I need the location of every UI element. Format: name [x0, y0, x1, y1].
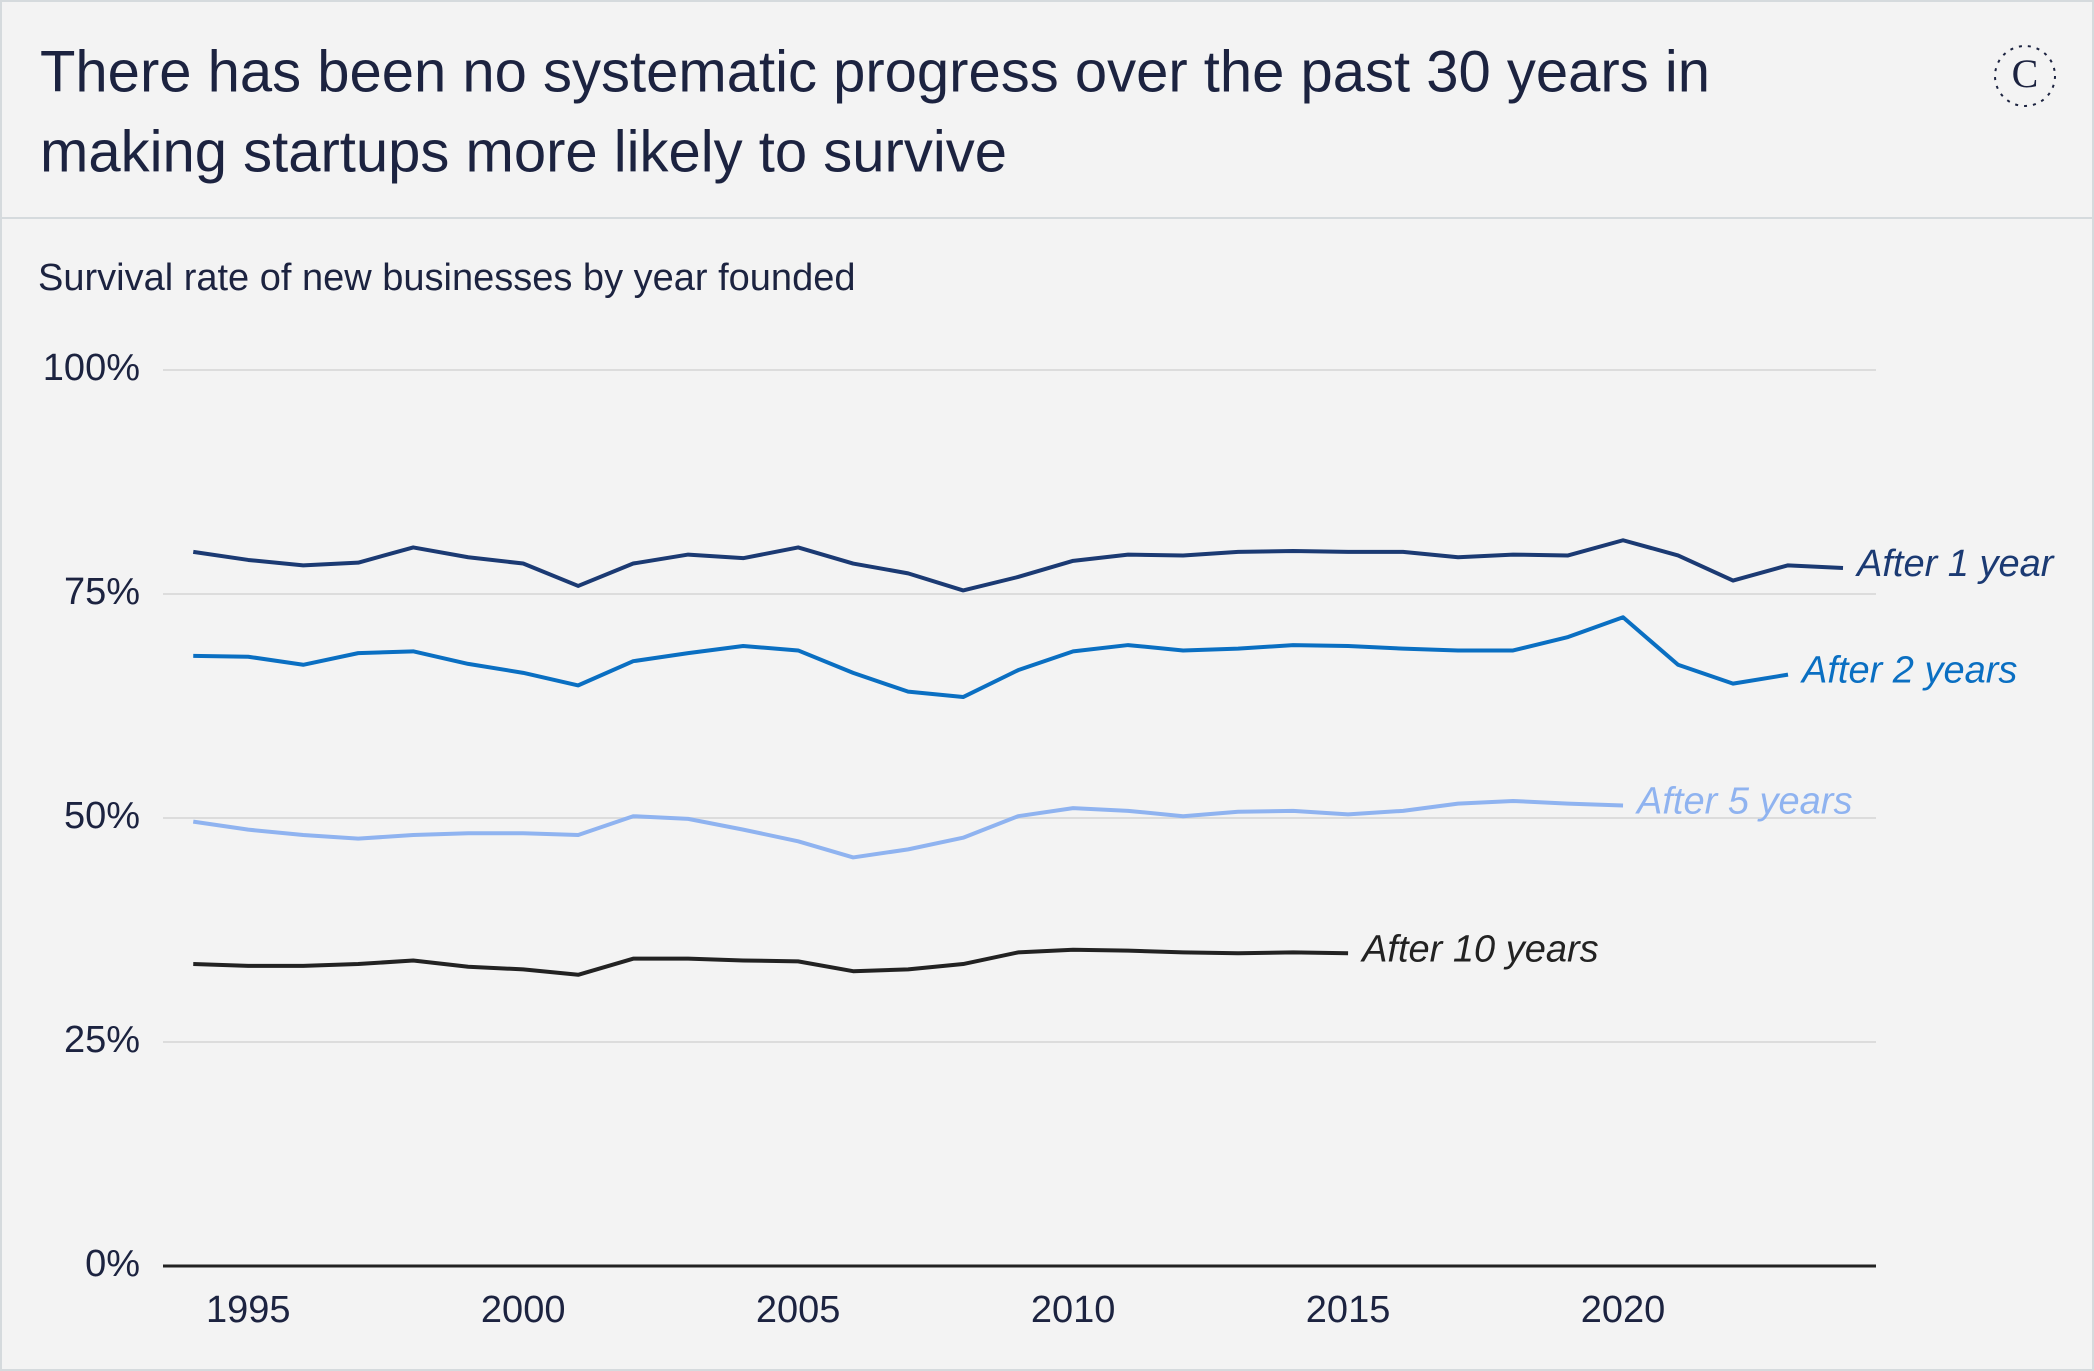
- y-tick-label: 0%: [85, 1243, 140, 1285]
- x-tick-label: 1995: [206, 1289, 291, 1331]
- x-tick-label: 2005: [756, 1289, 841, 1331]
- y-tick-label: 25%: [64, 1019, 140, 1061]
- series-label: After 1 year: [1855, 543, 2055, 585]
- series-line: [193, 947, 1349, 977]
- logo: C: [2012, 51, 2039, 96]
- y-tick-label: 50%: [64, 795, 140, 837]
- series-line: [193, 615, 1789, 700]
- x-tick-label: 2000: [481, 1289, 566, 1331]
- chart-subtitle: Survival rate of new businesses by year …: [38, 257, 855, 299]
- series-label: After 10 years: [1360, 928, 1599, 970]
- x-tick-label: 2010: [1031, 1289, 1116, 1331]
- chart-title: There has been no systematic progress ov…: [40, 39, 1710, 104]
- series-line: [192, 798, 1624, 860]
- series-label: After 5 years: [1635, 780, 1852, 822]
- series-label: After 2 years: [1800, 650, 2017, 692]
- series-line: [192, 538, 1844, 593]
- x-tick-label: 2015: [1306, 1289, 1391, 1331]
- y-tick-label: 100%: [43, 347, 140, 389]
- logo-ring: [1994, 45, 2056, 107]
- y-tick-label: 75%: [64, 571, 140, 613]
- chart-title: making startups more likely to survive: [40, 119, 1007, 184]
- x-tick-label: 2020: [1581, 1289, 1666, 1331]
